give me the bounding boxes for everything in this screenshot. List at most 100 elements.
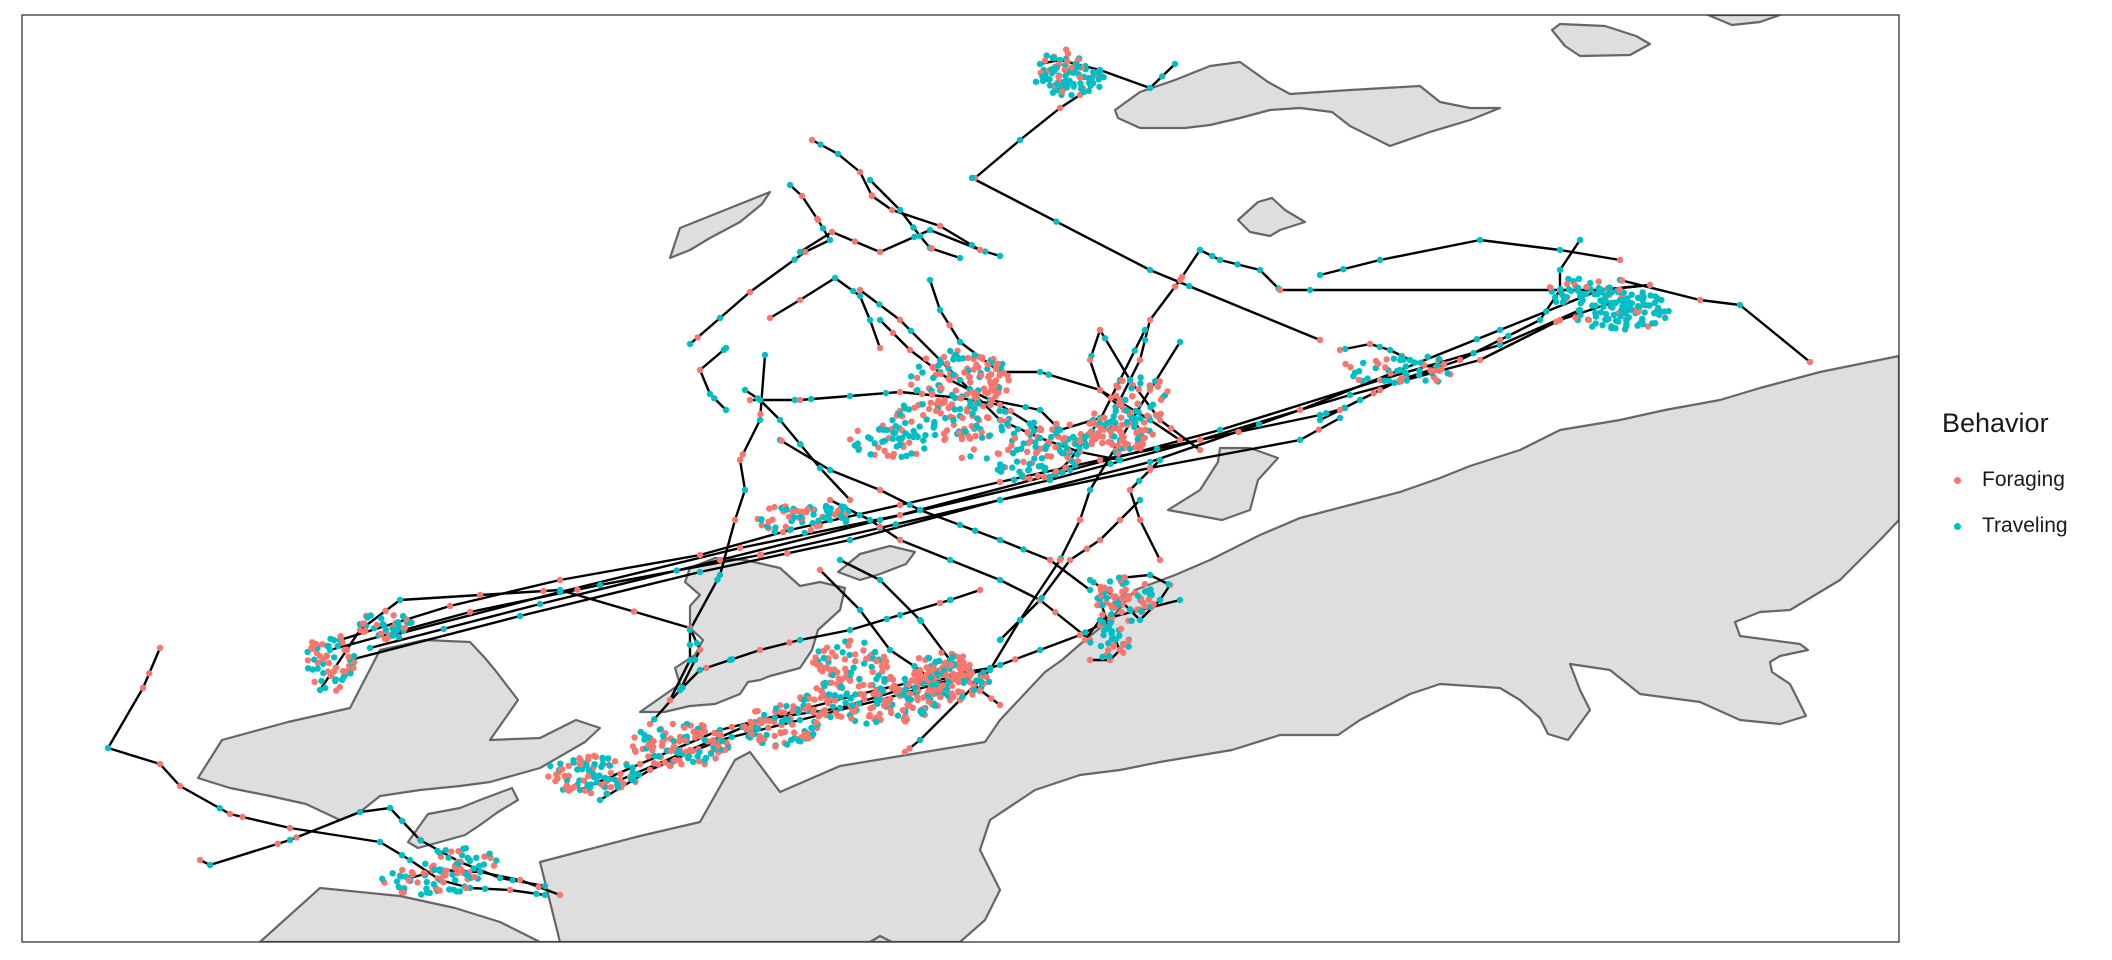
cluster-point	[395, 883, 402, 891]
cluster-point	[927, 674, 935, 681]
cluster-point	[632, 748, 639, 755]
cluster-point	[553, 771, 560, 778]
cluster-point	[945, 678, 952, 686]
cluster-point	[1120, 649, 1127, 656]
track-point	[1276, 286, 1284, 294]
cluster-point	[825, 655, 832, 662]
cluster-point	[1118, 414, 1125, 421]
cluster-point	[991, 388, 999, 395]
cluster-point	[334, 642, 341, 650]
track-point	[696, 666, 704, 674]
cluster-point	[992, 393, 999, 400]
cluster-point	[1112, 408, 1120, 415]
cluster-point	[1122, 396, 1129, 404]
cluster-point	[970, 446, 978, 453]
cluster-point	[1101, 414, 1108, 421]
track-point	[846, 536, 854, 544]
track-point	[826, 236, 834, 244]
cluster-point	[957, 405, 964, 413]
cluster-point	[879, 438, 886, 445]
track-point	[1096, 536, 1104, 544]
track-point	[817, 141, 824, 148]
cluster-point	[557, 760, 564, 767]
cluster-point	[1614, 318, 1622, 325]
track-point	[796, 248, 804, 256]
track-point	[496, 874, 504, 882]
track-point	[866, 316, 874, 324]
cluster-point	[1090, 68, 1097, 76]
cluster-point	[817, 694, 825, 701]
track-point	[216, 805, 223, 812]
track-point	[1158, 73, 1166, 80]
cluster-point	[832, 709, 839, 717]
cluster-point	[763, 731, 770, 739]
track-point	[1616, 256, 1624, 264]
cluster-point	[847, 669, 855, 676]
track-point	[1470, 350, 1477, 357]
cluster-point	[1108, 611, 1115, 618]
cluster-point	[1156, 378, 1163, 385]
track-point	[916, 736, 924, 744]
track-point	[971, 527, 979, 534]
track-point	[1234, 261, 1241, 268]
track-point	[846, 392, 854, 400]
cluster-point	[390, 612, 397, 619]
track-point	[1052, 609, 1059, 616]
cluster-point	[915, 655, 923, 662]
cluster-point	[974, 415, 981, 422]
cluster-point	[873, 658, 880, 665]
track-point	[1386, 346, 1394, 354]
cluster-point	[986, 378, 994, 386]
track-point	[696, 551, 704, 559]
cluster-point	[1062, 81, 1070, 88]
cluster-point	[1144, 412, 1151, 419]
cluster-point	[1100, 74, 1107, 81]
track-point	[239, 813, 246, 821]
cluster-point	[923, 664, 930, 671]
cluster-point	[682, 737, 689, 744]
cluster-point	[868, 663, 875, 671]
cluster-point	[362, 627, 369, 634]
cluster-point	[1068, 64, 1075, 71]
track-point	[533, 890, 540, 897]
cluster-point	[902, 419, 909, 427]
cluster-point	[943, 360, 951, 367]
cluster-point	[1052, 444, 1059, 451]
track-point	[576, 786, 584, 794]
track-point	[996, 496, 1004, 504]
cluster-point	[1131, 415, 1139, 422]
cluster-point	[565, 762, 572, 769]
track-point	[856, 168, 864, 176]
cluster-point	[666, 762, 673, 770]
track-point	[1618, 277, 1626, 284]
cluster-point	[1568, 287, 1575, 295]
track-point	[398, 852, 406, 859]
track-point	[1496, 336, 1504, 344]
track-point	[892, 521, 899, 528]
track-point	[1146, 266, 1154, 274]
cluster-point	[1055, 73, 1062, 80]
cluster-point	[797, 513, 804, 521]
cluster-point	[785, 513, 793, 520]
cluster-point	[1364, 375, 1371, 382]
track-point	[1156, 556, 1164, 564]
track-point	[828, 228, 836, 236]
track-point	[1036, 646, 1044, 654]
cluster-point	[996, 407, 1003, 415]
cluster-point	[955, 677, 962, 684]
cluster-point	[599, 760, 607, 768]
cluster-point	[822, 679, 829, 687]
cluster-point	[629, 764, 636, 771]
cluster-point	[941, 399, 948, 406]
track-point	[1556, 246, 1564, 254]
cluster-point	[1157, 396, 1165, 403]
track-point	[956, 521, 964, 529]
cluster-point	[975, 400, 982, 407]
track-point	[556, 576, 564, 584]
cluster-point	[922, 432, 929, 439]
cluster-point	[1107, 602, 1115, 609]
cluster-point	[919, 369, 926, 376]
cluster-point	[980, 385, 988, 392]
cluster-point	[986, 432, 994, 439]
cluster-point	[881, 447, 888, 454]
